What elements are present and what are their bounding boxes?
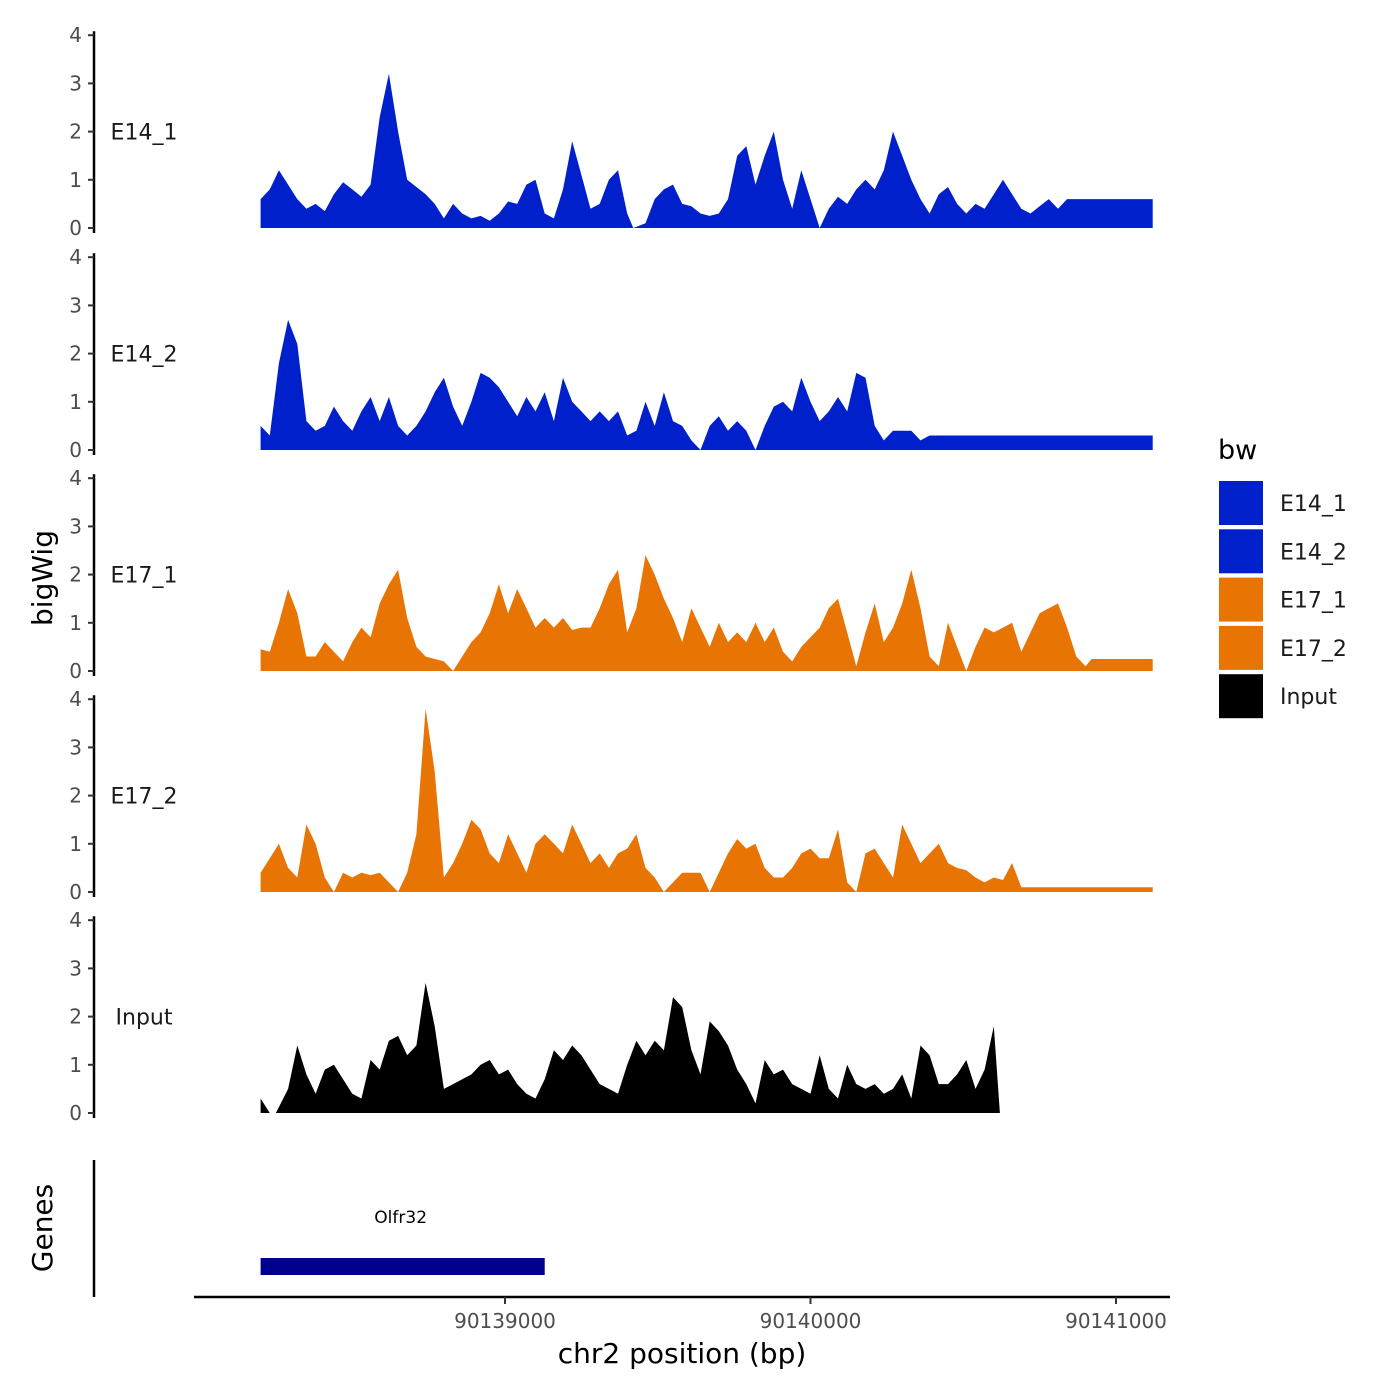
y-tick-label: 3 <box>69 71 82 95</box>
y-tick-label: 1 <box>69 168 82 192</box>
y-axis-title: bigWig <box>26 530 59 626</box>
legend-label: E14_1 <box>1280 492 1347 517</box>
track-label: E14_2 <box>111 343 178 368</box>
x-axis-title: chr2 position (bp) <box>558 1337 807 1370</box>
legend-item-E17_2: E17_2 <box>1219 625 1347 670</box>
legend: bw E14_1 E14_2 E17_1 E17_2 Input <box>1218 435 1347 719</box>
y-tick-label: 4 <box>69 23 82 47</box>
legend-item-E14_2: E14_2 <box>1219 529 1347 574</box>
y-tick-label: 1 <box>69 832 82 856</box>
y-tick-label: 1 <box>69 390 82 414</box>
legend-swatch <box>1219 529 1263 574</box>
genes-axis-title: Genes <box>26 1184 59 1272</box>
legend-swatch <box>1219 577 1263 622</box>
coverage-area-E14_2 <box>260 319 1153 450</box>
y-tick-label: 3 <box>69 956 82 980</box>
x-axis: 90139000 90140000 90141000 <box>194 1295 1170 1333</box>
y-tick-label: 3 <box>69 735 82 759</box>
legend-swatch <box>1219 674 1263 719</box>
y-tick-label: 3 <box>69 293 82 317</box>
y-tick-label: 0 <box>69 1101 82 1125</box>
legend-title: bw <box>1218 435 1257 466</box>
legend-swatch <box>1219 625 1263 670</box>
y-tick-label: 2 <box>69 1005 82 1029</box>
coverage-area-Input <box>260 982 1156 1113</box>
coverage-tracks: 0 1 2 3 4 E14_1 0 1 2 3 4 E14_2 0 1 2 3 4 E17_1 0 1 2 3 4 E17_2… <box>69 23 1156 1125</box>
y-tick-label: 2 <box>69 563 82 587</box>
y-tick-label: 0 <box>69 438 82 462</box>
track-label: E17_2 <box>111 785 178 810</box>
legend-label: E14_2 <box>1280 540 1347 565</box>
track-E14_1: 0 1 2 3 4 E14_1 <box>69 23 1153 240</box>
y-tick-label: 0 <box>69 216 82 240</box>
track-E17_2: 0 1 2 3 4 E17_2 <box>69 687 1153 904</box>
legend-label: E17_2 <box>1280 637 1347 662</box>
x-tick-label: 90140000 <box>760 1309 862 1333</box>
legend-item-E17_1: E17_1 <box>1219 577 1347 622</box>
y-tick-label: 4 <box>69 908 82 932</box>
coverage-area-E17_1 <box>260 555 1153 671</box>
y-tick-label: 0 <box>69 880 82 904</box>
legend-item-Input: Input <box>1219 674 1337 719</box>
y-tick-label: 3 <box>69 514 82 538</box>
legend-label: Input <box>1280 685 1337 710</box>
y-tick-label: 1 <box>69 611 82 635</box>
track-E14_2: 0 1 2 3 4 E14_2 <box>69 245 1153 462</box>
y-tick-label: 2 <box>69 784 82 808</box>
genes-panel: Olfr32 <box>92 1160 545 1297</box>
gene-label: Olfr32 <box>374 1208 427 1228</box>
y-tick-label: 4 <box>69 245 82 269</box>
legend-label: E17_1 <box>1280 589 1347 614</box>
y-tick-label: 2 <box>69 120 82 144</box>
coverage-area-E14_1 <box>260 73 1153 228</box>
coverage-area-E17_2 <box>260 708 1153 892</box>
track-Input: 0 1 2 3 4 Input <box>69 908 1156 1125</box>
x-tick-label: 90141000 <box>1065 1309 1167 1333</box>
x-tick-label: 90139000 <box>454 1309 556 1333</box>
y-tick-label: 2 <box>69 342 82 366</box>
y-tick-label: 1 <box>69 1053 82 1077</box>
track-label: E14_1 <box>111 121 178 146</box>
y-tick-label: 4 <box>69 466 82 490</box>
legend-item-E14_1: E14_1 <box>1219 481 1347 525</box>
legend-swatch <box>1219 481 1263 525</box>
track-E17_1: 0 1 2 3 4 E17_1 <box>69 466 1153 683</box>
y-tick-label: 0 <box>69 659 82 683</box>
track-label: Input <box>116 1006 173 1031</box>
gene-body <box>260 1258 545 1275</box>
track-label: E17_1 <box>111 564 178 589</box>
y-tick-label: 4 <box>69 687 82 711</box>
